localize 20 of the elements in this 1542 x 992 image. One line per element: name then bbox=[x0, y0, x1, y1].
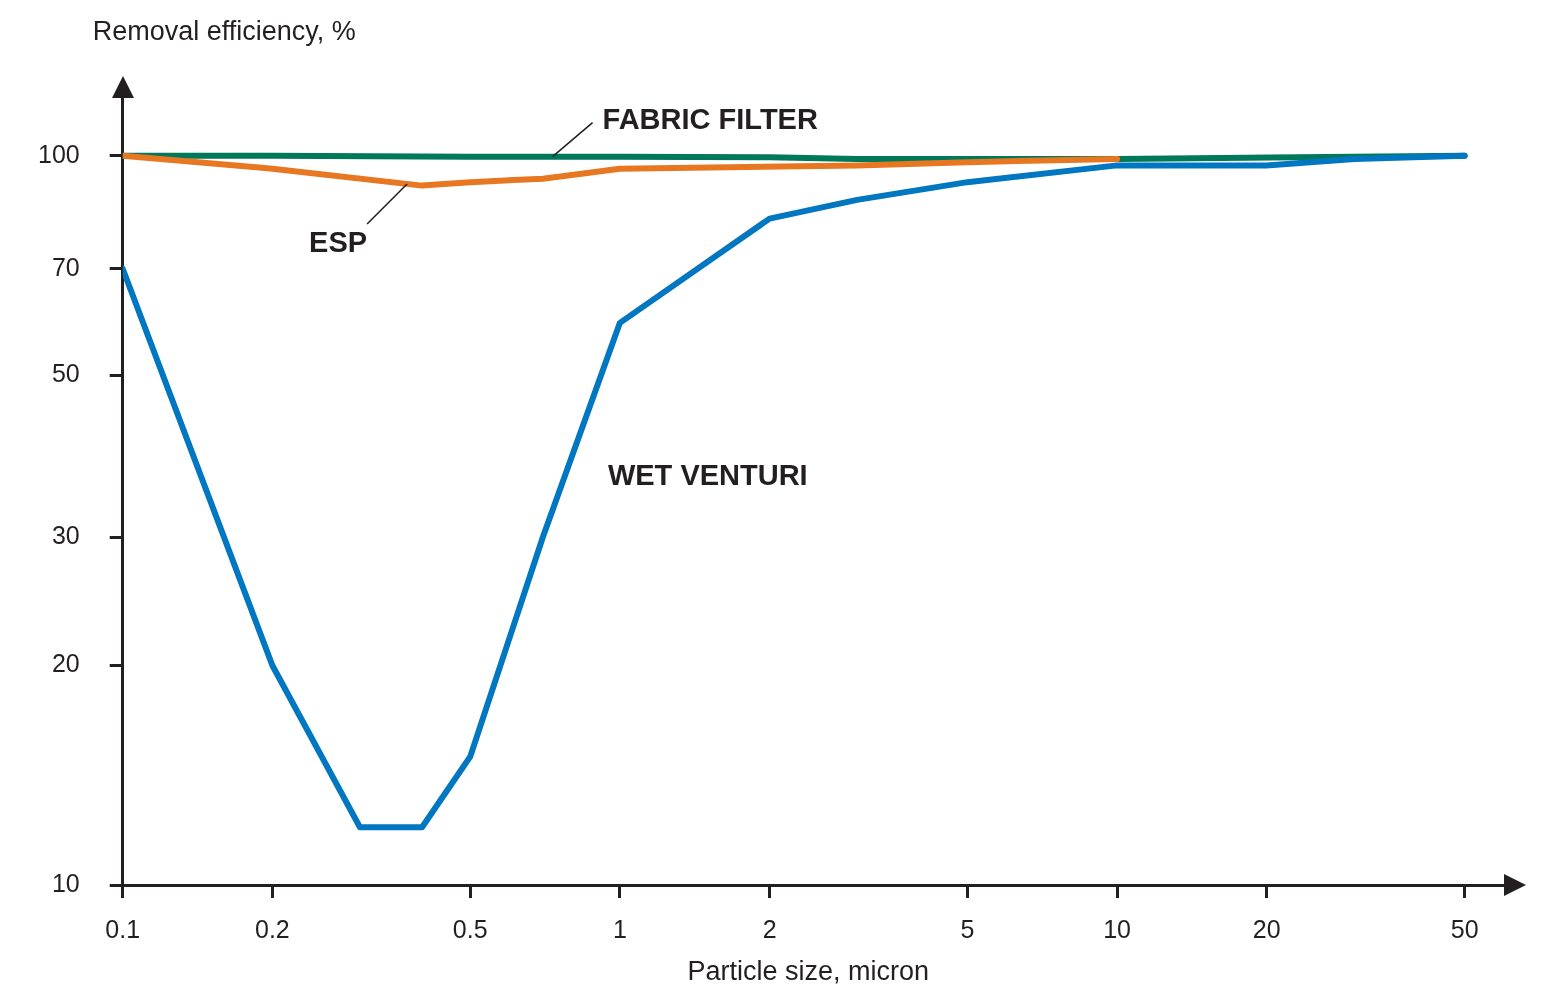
x-axis-title: Particle size, micron bbox=[687, 956, 930, 986]
series-label: ESP bbox=[309, 225, 368, 258]
y-tick-label: 100 bbox=[37, 139, 80, 168]
x-tick-label: 50 bbox=[1450, 914, 1479, 943]
y-axis-title: Removal efficiency, % bbox=[92, 16, 356, 46]
x-tick-label: 1 bbox=[612, 914, 627, 943]
x-tick-label: 2 bbox=[762, 914, 777, 943]
series-label: FABRIC FILTER bbox=[602, 102, 818, 135]
y-tick-label: 10 bbox=[51, 868, 80, 897]
y-tick-label: 70 bbox=[51, 252, 80, 281]
y-tick-label: 30 bbox=[51, 520, 80, 549]
y-tick-label: 50 bbox=[51, 359, 80, 388]
series-label: WET VENTURI bbox=[607, 459, 808, 492]
x-tick-label: 0.1 bbox=[105, 914, 141, 943]
x-tick-label: 10 bbox=[1103, 914, 1132, 943]
x-tick-label: 0.2 bbox=[255, 914, 290, 943]
x-tick-label: 5 bbox=[960, 914, 975, 943]
y-tick-label: 20 bbox=[51, 649, 80, 678]
x-tick-label: 0.5 bbox=[452, 914, 488, 943]
x-tick-label: 20 bbox=[1252, 914, 1281, 943]
